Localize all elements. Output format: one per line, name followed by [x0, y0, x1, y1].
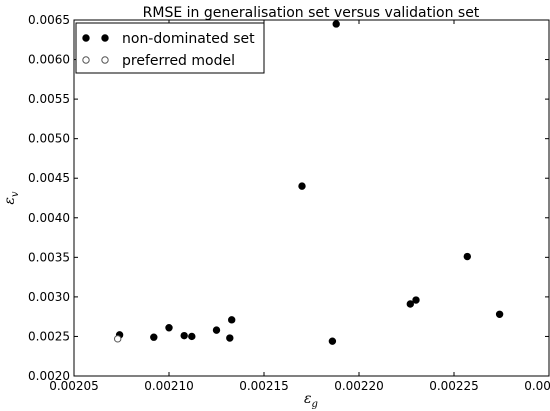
legend-label-non-dominated: non-dominated set — [122, 31, 255, 47]
legend-marker-filled-right — [101, 34, 109, 42]
non-dominated-point — [412, 296, 420, 304]
non-dominated-point — [188, 332, 196, 341]
x-tick-label: 0.00230 — [524, 379, 550, 393]
non-dominated-point — [495, 310, 504, 318]
non-dominated-point — [463, 252, 471, 261]
y-tick-label: 0.0035 — [28, 250, 70, 264]
y-tick-label: 0.0050 — [28, 132, 70, 146]
chart-title: RMSE in generalisation set versus valida… — [143, 5, 480, 21]
non-dominated-point — [150, 333, 158, 341]
y-tick-label: 0.0055 — [28, 92, 70, 106]
legend-box — [75, 22, 265, 74]
legend: non-dominated set preferred model — [75, 22, 265, 74]
y-axis-label: εv — [2, 191, 21, 205]
non-dominated-point — [328, 337, 337, 345]
y-tick-label: 0.0020 — [28, 369, 70, 383]
x-axis-label: εg — [304, 391, 318, 410]
legend-marker-filled-left — [82, 34, 90, 42]
non-dominated-point — [165, 324, 173, 332]
legend-marker-open-right — [101, 56, 109, 64]
non-dominated-point — [226, 334, 234, 342]
y-tick-label: 0.0060 — [28, 53, 70, 67]
preferred-model-point — [114, 335, 122, 343]
x-tick-label: 0.00205 — [49, 379, 99, 393]
non-dominated-point — [406, 300, 414, 308]
x-tick-label: 0.00225 — [429, 379, 479, 393]
y-tick-label: 0.0030 — [28, 290, 70, 304]
non-dominated-point — [212, 326, 221, 334]
y-tick-label: 0.0040 — [28, 211, 70, 225]
non-dominated-point — [298, 182, 306, 190]
data-points — [114, 20, 504, 345]
y-tick-label: 0.0065 — [28, 13, 70, 27]
non-dominated-point — [332, 20, 340, 28]
plot-frame — [73, 19, 550, 377]
legend-label-preferred: preferred model — [122, 53, 235, 69]
non-dominated-point — [180, 331, 188, 340]
x-tick-label: 0.00220 — [334, 379, 384, 393]
non-dominated-point — [228, 316, 236, 324]
y-tick-label: 0.0025 — [28, 329, 70, 343]
legend-marker-open-left — [82, 56, 90, 64]
y-tick-label: 0.0045 — [28, 171, 70, 185]
axis-ticks: 0.00205 0.00210 0.00215 0.00220 0.00225 0.002… — [28, 13, 550, 393]
x-tick-label: 0.00210 — [144, 379, 194, 393]
x-tick-label: 0.00215 — [239, 379, 289, 393]
